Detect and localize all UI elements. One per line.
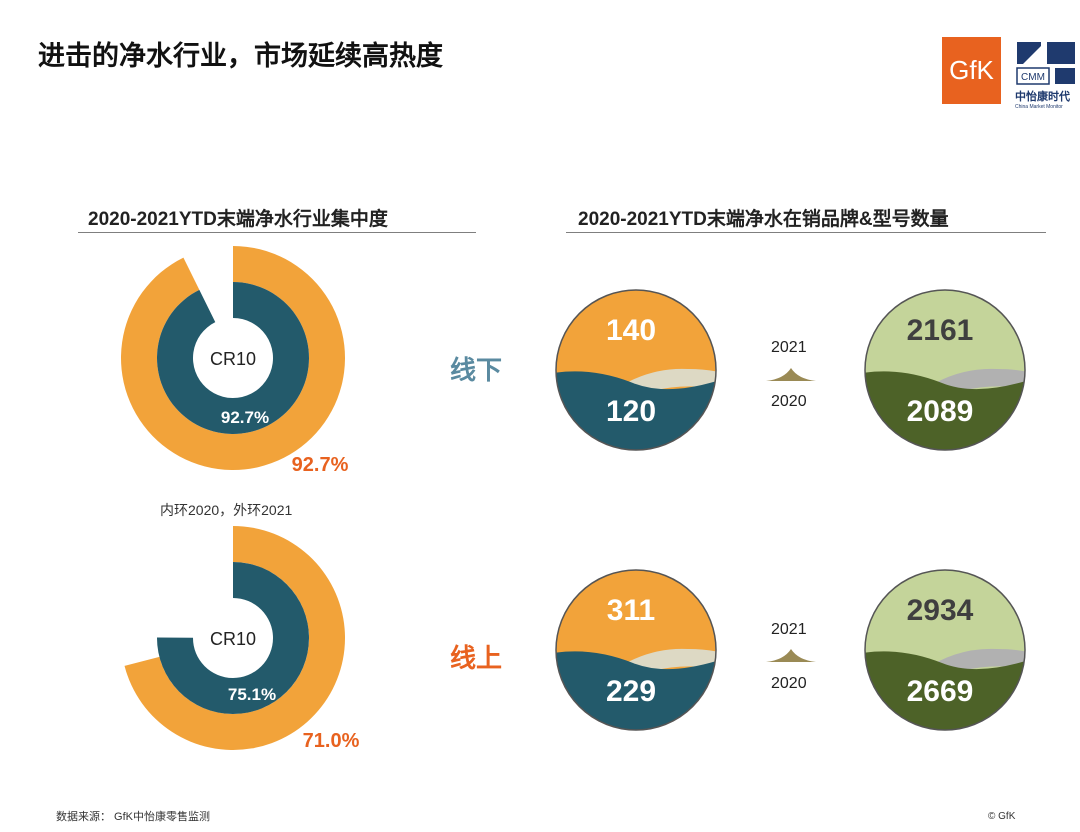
offline-brand-wave-highlight bbox=[613, 368, 716, 391]
online-brand-bottom-fill bbox=[556, 651, 716, 730]
bubble-online-model: 2934 2669 bbox=[864, 569, 1026, 731]
year-label-2020-online: 2020 bbox=[771, 675, 807, 692]
channel-label-offline: 线下 bbox=[450, 355, 503, 385]
slide-title: 进击的净水行业，市场延续高热度 bbox=[38, 41, 443, 71]
offline-brand-value-2020: 120 bbox=[606, 395, 656, 428]
donut-chart-offline: CR10 92.7% 92.7% bbox=[120, 246, 349, 475]
offline-brand-value-2021: 140 bbox=[606, 314, 656, 347]
cmm-name: 中怡康时代 bbox=[1015, 91, 1070, 103]
offline-model-value-2021: 2161 bbox=[907, 314, 974, 347]
online-model-value-2020: 2669 bbox=[907, 675, 974, 708]
online-cr10-inner-ring-2020 bbox=[157, 562, 309, 714]
online-cr10-inner-value-label: 75.1% bbox=[228, 685, 276, 704]
offline-brand-bottom-fill bbox=[556, 371, 716, 450]
right-section-title: 2020-2021YTD末端净水在销品牌&型号数量 bbox=[578, 209, 949, 230]
ring-note: 内环2020，外环2021 bbox=[160, 502, 293, 518]
data-source: 数据来源： GfK中怡康零售监测 bbox=[56, 811, 211, 823]
copyright: © GfK bbox=[988, 811, 1016, 822]
left-section-rule bbox=[78, 232, 476, 233]
cmm-logo-mark: CMM bbox=[1016, 42, 1075, 85]
offline-cr10-outer-value-label: 92.7% bbox=[292, 454, 349, 475]
offline-brand-outline bbox=[555, 289, 717, 451]
online-model-wave-highlight bbox=[922, 648, 1025, 671]
arrow-offline bbox=[766, 368, 816, 381]
offline-model-value-2020: 2089 bbox=[907, 395, 974, 428]
online-cr10-outer-ring-2021 bbox=[124, 526, 346, 750]
online-brand-value-2020: 229 bbox=[606, 675, 656, 708]
online-brand-wave-highlight bbox=[613, 648, 716, 671]
offline-model-outline bbox=[864, 289, 1026, 451]
cmm-tagline: China Market Monitor bbox=[1015, 104, 1063, 110]
online-cr10-outer-value-label: 71.0% bbox=[303, 730, 360, 752]
donut-chart-online: CR10 75.1% 71.0% bbox=[124, 526, 360, 752]
online-brand-value-2021: 311 bbox=[607, 594, 655, 627]
cmm-logo-text: CMM bbox=[1021, 72, 1045, 83]
year-label-2021-offline: 2021 bbox=[771, 339, 807, 356]
cmm-logo: CMM 中怡康时代 China Market Monitor bbox=[1015, 40, 1077, 112]
year-label-2021-online: 2021 bbox=[771, 621, 807, 638]
right-section-rule bbox=[566, 232, 1046, 233]
online-model-outline bbox=[864, 569, 1026, 731]
arrow-online bbox=[766, 649, 816, 662]
gfk-logo: GfK bbox=[942, 37, 1001, 104]
online-cr10-center-label: CR10 bbox=[210, 629, 256, 649]
offline-cr10-inner-value-label: 92.7% bbox=[221, 408, 269, 427]
offline-cr10-outer-ring-2021 bbox=[120, 246, 345, 470]
online-model-bottom-fill bbox=[865, 651, 1025, 730]
offline-cr10-inner-ring-2020 bbox=[156, 282, 310, 434]
online-brand-outline bbox=[555, 569, 717, 731]
left-section-title: 2020-2021YTD末端净水行业集中度 bbox=[88, 209, 388, 230]
year-label-2020-offline: 2020 bbox=[771, 393, 807, 410]
online-model-value-2021: 2934 bbox=[907, 594, 974, 627]
offline-cr10-center-label: CR10 bbox=[210, 349, 256, 369]
bubble-offline-brand: 140 120 bbox=[555, 289, 717, 451]
bubble-online-brand: 311 229 bbox=[555, 569, 717, 731]
offline-model-bottom-fill bbox=[865, 371, 1025, 450]
gfk-logo-text: GfK bbox=[949, 55, 994, 85]
offline-model-wave-highlight bbox=[922, 368, 1025, 391]
channel-label-online: 线上 bbox=[450, 643, 503, 673]
bubble-offline-model: 2161 2089 bbox=[864, 289, 1026, 451]
